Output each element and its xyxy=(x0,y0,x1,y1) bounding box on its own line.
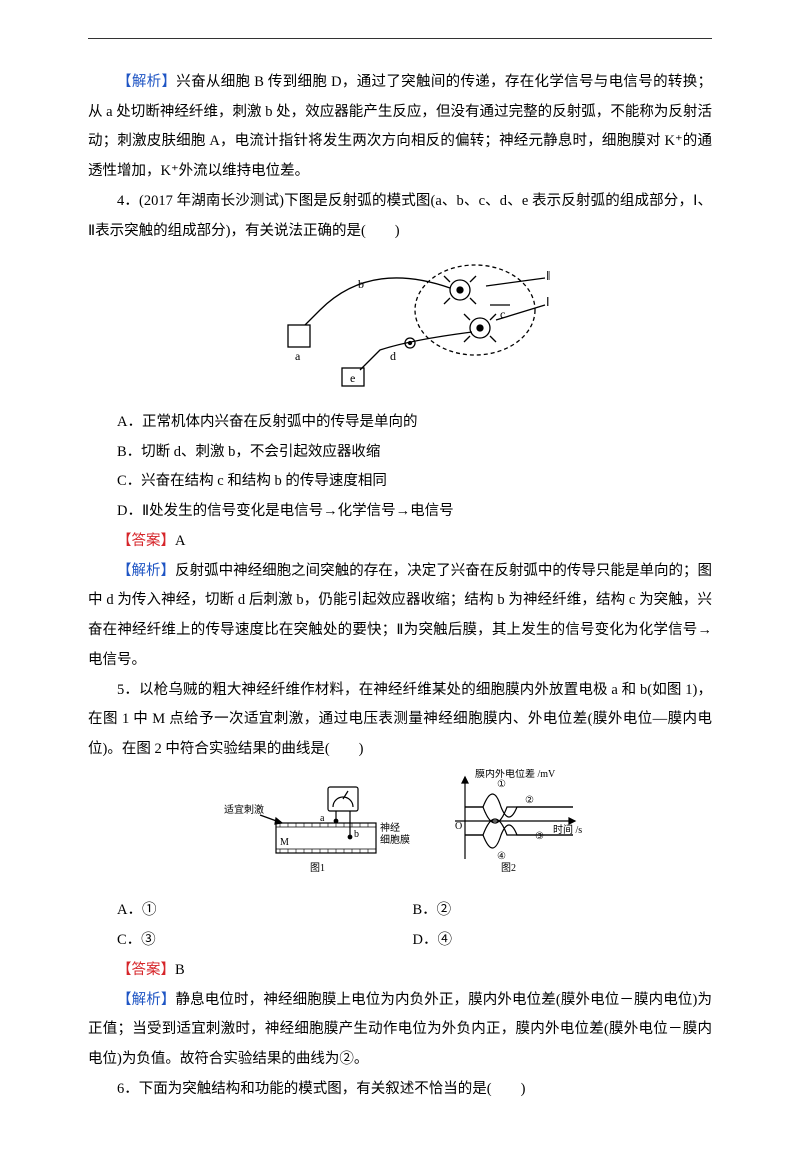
q5-optA: A．① xyxy=(88,896,412,926)
svg-text:图1: 图1 xyxy=(310,862,325,874)
q4-optC: C．兴奋在结构 c 和结构 b 的传导速度相同 xyxy=(88,467,712,497)
svg-text:图2: 图2 xyxy=(501,862,516,874)
q4-stem: 4．(2017 年湖南长沙测试)下图是反射弧的模式图(a、b、c、d、e 表示反… xyxy=(88,187,712,246)
svg-text:Ⅱ: Ⅱ xyxy=(546,269,550,283)
svg-text:b: b xyxy=(354,829,359,840)
q5-optD: D．④ xyxy=(412,926,712,956)
svg-text:a: a xyxy=(295,349,301,363)
svg-text:细胞膜: 细胞膜 xyxy=(380,833,410,846)
q4-stem-text: (2017 年湖南长沙测试)下图是反射弧的模式图(a、b、c、d、e 表示反射弧… xyxy=(88,193,712,239)
svg-text:④: ④ xyxy=(497,851,506,862)
q5-optC: C．③ xyxy=(88,926,412,956)
explain-label: 【解析】 xyxy=(117,74,176,90)
q5-answer-value: B xyxy=(175,962,185,978)
svg-text:a: a xyxy=(320,813,325,824)
svg-text:b: b xyxy=(358,277,364,291)
q4-optB: B．切断 d、刺激 b，不会引起效应器收缩 xyxy=(88,438,712,468)
q4-num: 4． xyxy=(117,193,139,209)
header-rule xyxy=(88,38,712,39)
explain-label: 【解析】 xyxy=(117,563,175,579)
q6-stem-text: 下面为突触结构和功能的模式图，有关叙述不恰当的是( ) xyxy=(139,1081,526,1097)
svg-text:e: e xyxy=(350,371,355,385)
potential-diagram: 适宜刺激 a b M 神经 细胞膜 图1 xyxy=(210,769,590,879)
svg-text:d: d xyxy=(390,349,396,363)
q4-answer: 【答案】A xyxy=(88,527,712,557)
q4-optA: A．正常机体内兴奋在反射弧中的传导是单向的 xyxy=(88,408,712,438)
q4-answer-value: A xyxy=(175,533,185,549)
reflex-arc-diagram: a b c d e Ⅰ Ⅱ xyxy=(250,250,550,390)
q5-stem-text: 以枪乌贼的粗大神经纤维作材料，在神经纤维某处的细胞膜内外放置电极 a 和 b(如… xyxy=(88,682,712,757)
svg-text:M: M xyxy=(280,837,289,848)
q5-explain-text: 静息电位时，神经细胞膜上电位为内负外正，膜内外电位差(膜外电位－膜内电位)为正值… xyxy=(88,992,712,1067)
q4-figure: a b c d e Ⅰ Ⅱ xyxy=(88,250,712,402)
svg-text:时间 /s: 时间 /s xyxy=(553,823,582,836)
q5-stem: 5．以枪乌贼的粗大神经纤维作材料，在神经纤维某处的细胞膜内外放置电极 a 和 b… xyxy=(88,676,712,765)
svg-text:O: O xyxy=(455,821,462,832)
exam-page: 【解析】兴奋从细胞 B 传到细胞 D，通过了突触间的传递，存在化学信号与电信号的… xyxy=(0,0,800,1154)
q4-explain-text: 反射弧中神经细胞之间突触的存在，决定了兴奋在反射弧中的传导只能是单向的；图中 d… xyxy=(88,563,712,668)
explain-label: 【解析】 xyxy=(117,992,176,1008)
answer-label: 【答案】 xyxy=(117,962,175,978)
q6-num: 6． xyxy=(117,1081,139,1097)
svg-text:适宜刺激: 适宜刺激 xyxy=(224,803,264,816)
q4-explain: 【解析】反射弧中神经细胞之间突触的存在，决定了兴奋在反射弧中的传导只能是单向的；… xyxy=(88,557,712,676)
q4-optD: D．Ⅱ处发生的信号变化是电信号→化学信号→电信号 xyxy=(88,497,712,527)
q6-stem: 6．下面为突触结构和功能的模式图，有关叙述不恰当的是( ) xyxy=(88,1075,712,1105)
q5-num: 5． xyxy=(117,682,139,698)
q5-row-cd: C．③ D．④ xyxy=(88,926,712,956)
svg-text:神经: 神经 xyxy=(380,821,400,834)
q5-row-ab: A．① B．② xyxy=(88,896,712,926)
q5-answer: 【答案】B xyxy=(88,956,712,986)
svg-text:Ⅰ: Ⅰ xyxy=(546,295,550,309)
svg-text:③: ③ xyxy=(535,831,544,842)
svg-text:①: ① xyxy=(497,779,506,790)
q5-figure: 适宜刺激 a b M 神经 细胞膜 图1 xyxy=(88,769,712,891)
answer-label: 【答案】 xyxy=(117,533,175,549)
explain-1: 【解析】兴奋从细胞 B 传到细胞 D，通过了突触间的传递，存在化学信号与电信号的… xyxy=(88,68,712,187)
explain-1-text: 兴奋从细胞 B 传到细胞 D，通过了突触间的传递，存在化学信号与电信号的转换；从… xyxy=(88,74,712,179)
q5-optB: B．② xyxy=(412,896,712,926)
svg-text:②: ② xyxy=(525,795,534,806)
q5-explain: 【解析】静息电位时，神经细胞膜上电位为内负外正，膜内外电位差(膜外电位－膜内电位… xyxy=(88,986,712,1075)
svg-text:膜内外电位差 /mV: 膜内外电位差 /mV xyxy=(475,769,556,780)
svg-text:c: c xyxy=(500,307,505,321)
